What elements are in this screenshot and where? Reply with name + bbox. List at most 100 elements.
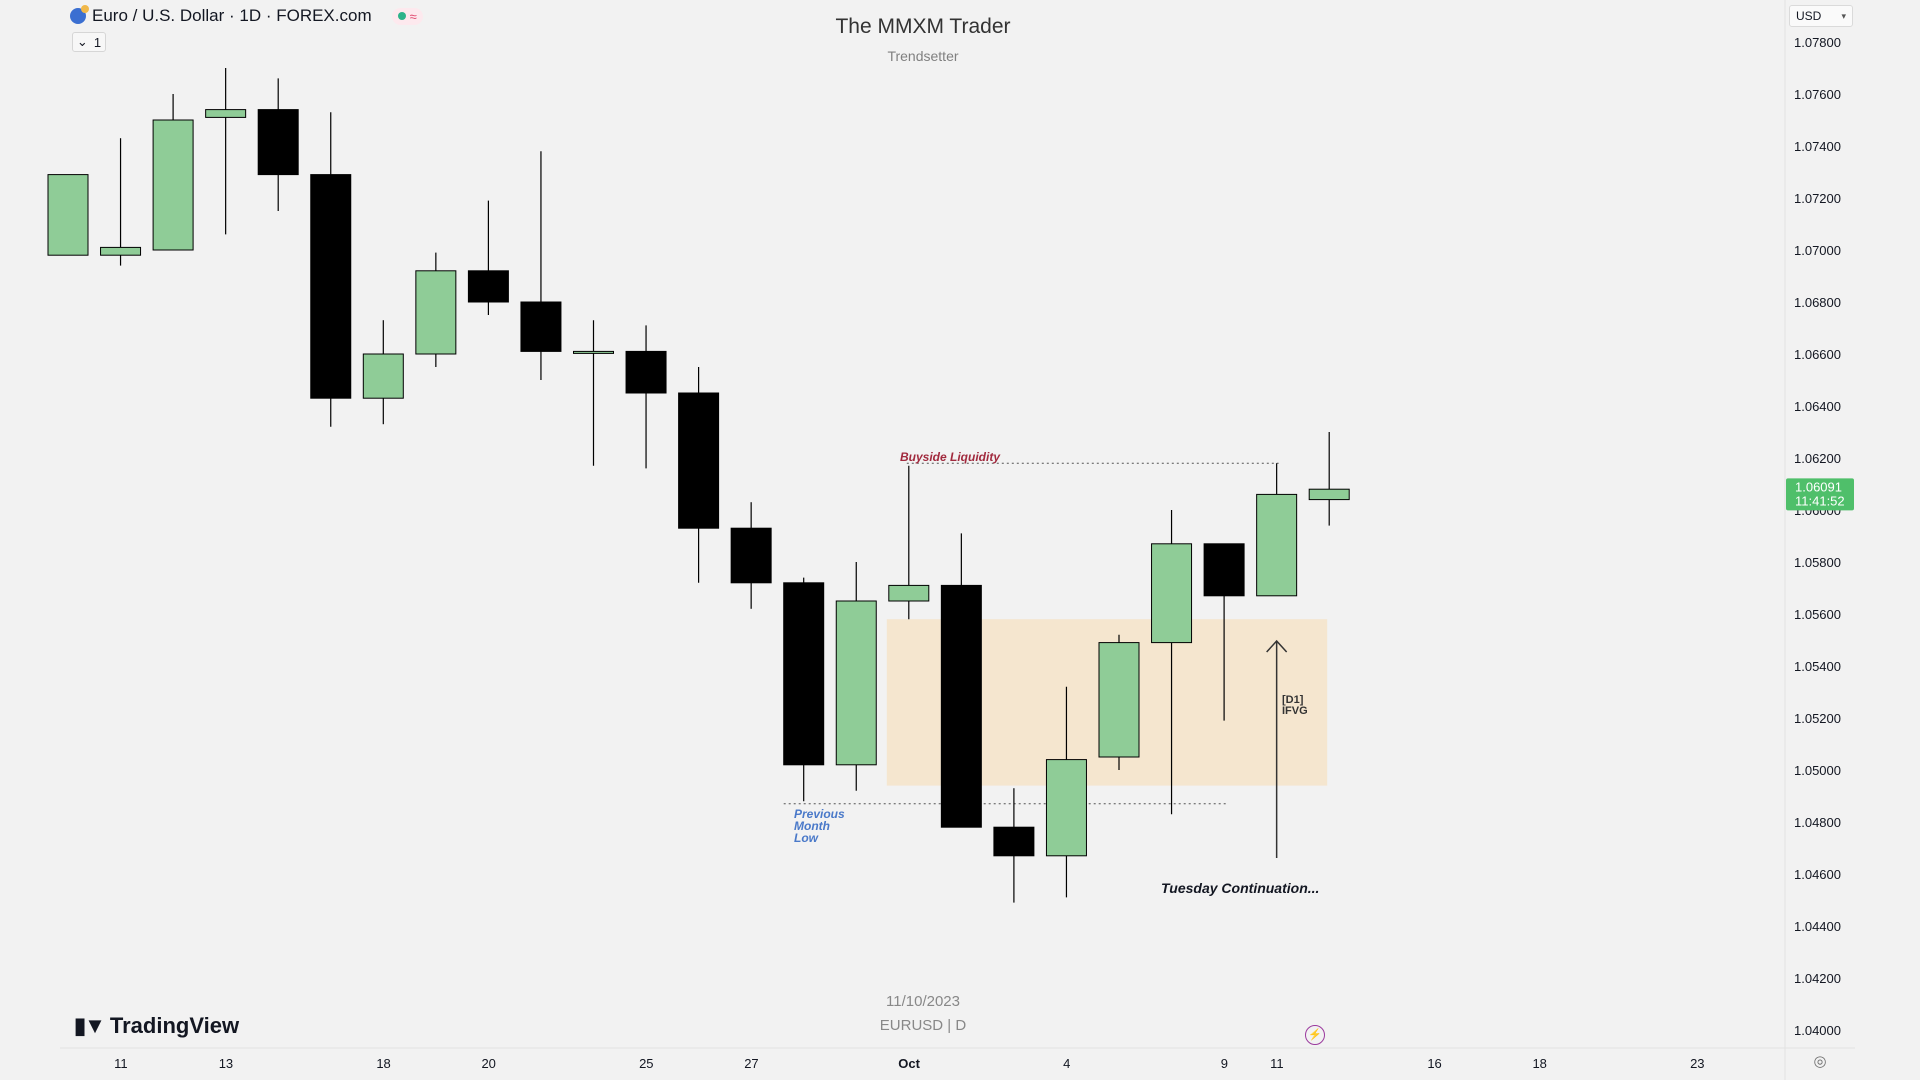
snapshot-date: 11/10/2023	[886, 993, 960, 1010]
candle-body-bull	[573, 350, 614, 354]
price-tick-label: 1.07800	[1794, 35, 1841, 50]
candle-body-bear	[257, 109, 299, 176]
symbol-header[interactable]: Euro / U.S. Dollar · 1D · FOREX.com ≈	[70, 5, 423, 26]
time-tick-label: 27	[744, 1056, 758, 1071]
candle	[415, 252, 457, 367]
candle	[257, 78, 299, 211]
time-tick-label: 9	[1221, 1056, 1228, 1071]
candle	[205, 68, 247, 235]
currency-value: USD	[1796, 9, 1822, 23]
time-tick-label: 20	[481, 1056, 495, 1071]
candle-body-bear	[625, 350, 667, 394]
candle-body-bear	[520, 301, 562, 352]
last-price-label: 1.06091	[1795, 479, 1842, 494]
price-tick-label: 1.06200	[1794, 451, 1841, 466]
price-tick-label: 1.05200	[1794, 711, 1841, 726]
candle	[520, 151, 562, 380]
time-tick-label: 11	[114, 1056, 128, 1071]
price-tick-label: 1.07000	[1794, 243, 1841, 258]
chevron-down-icon: ▾	[1841, 10, 1846, 21]
candle	[625, 325, 667, 469]
candle	[573, 320, 614, 466]
market-status-badge[interactable]: ≈	[391, 7, 423, 25]
ifvg-label-2: IFVG	[1282, 705, 1308, 717]
candle	[362, 320, 404, 425]
market-open-dot-icon	[397, 12, 406, 20]
countdown-label: 11:41:52	[1795, 493, 1845, 508]
candle-body-bull	[100, 246, 142, 256]
chart-title: The MMXM Trader	[835, 15, 1011, 38]
data-delay-icon: ≈	[409, 8, 417, 24]
indicators-count: 1	[93, 34, 102, 50]
price-tick-label: 1.06600	[1794, 347, 1841, 362]
candle	[47, 174, 89, 256]
candlestick-series	[47, 68, 1350, 903]
candle-body-bull	[835, 600, 877, 766]
annotation-lines	[783, 462, 1288, 858]
candle	[993, 788, 1035, 903]
price-tick-label: 1.05400	[1794, 659, 1841, 674]
candle	[1045, 686, 1087, 898]
candle-body-bull	[1308, 488, 1350, 501]
price-tick-label: 1.07600	[1794, 87, 1841, 102]
time-tick-label: 16	[1427, 1056, 1441, 1071]
chevron-down-icon: ⌄	[76, 34, 88, 49]
time-tick-label: 18	[1532, 1056, 1546, 1071]
price-tick-label: 1.04800	[1794, 815, 1841, 830]
candle	[730, 502, 772, 609]
lightning-icon[interactable]: ⚡	[1305, 1025, 1325, 1045]
previous-month-low-label-1: Previous	[794, 807, 845, 821]
price-tick-label: 1.07400	[1794, 139, 1841, 154]
candle-body-bear	[783, 582, 825, 766]
candle-body-bull	[362, 353, 404, 399]
symbol-title[interactable]: Euro / U.S. Dollar · 1D · FOREX.com	[92, 6, 372, 25]
indicators-collapse-button[interactable]: ⌄ 1	[72, 32, 106, 52]
globe-icon	[70, 5, 89, 24]
price-tick-label: 1.06800	[1794, 295, 1841, 310]
price-tick-label: 1.05800	[1794, 555, 1841, 570]
candle-body-bull	[415, 270, 457, 355]
price-tick-label: 1.04400	[1794, 919, 1841, 934]
price-tick-label: 1.04000	[1794, 1023, 1841, 1038]
candle-body-bull	[1045, 759, 1087, 857]
candle-body-bear	[993, 826, 1035, 857]
candle-body-bull	[152, 119, 194, 251]
candle-body-bear	[310, 174, 352, 399]
time-tick-label: 23	[1690, 1056, 1704, 1071]
candle	[783, 577, 825, 802]
price-tick-label: 1.06400	[1794, 399, 1841, 414]
brand-name: TradingView	[109, 1013, 240, 1038]
currency-select[interactable]: USD ▾	[1789, 5, 1853, 27]
ifvg-label-1: [D1]	[1282, 694, 1304, 706]
candle-body-bear	[730, 527, 772, 584]
candle	[940, 533, 982, 828]
time-tick-label: 4	[1063, 1056, 1070, 1071]
tradingview-logo-icon: ▮▼	[74, 1013, 106, 1038]
previous-month-low-label-3: Low	[794, 831, 819, 845]
last-price-tag	[1786, 478, 1854, 511]
price-tick-label: 1.05000	[1794, 763, 1841, 778]
settings-icon[interactable]: ◎	[1813, 1053, 1827, 1070]
candle	[1256, 463, 1298, 597]
price-tick-label: 1.05600	[1794, 607, 1841, 622]
previous-month-low-label-2: Month	[794, 819, 830, 833]
time-tick-label: 11	[1270, 1056, 1284, 1071]
buyside-liquidity-label: Buyside Liquidity	[900, 450, 1001, 464]
price-tick-label: 1.04600	[1794, 867, 1841, 882]
tuesday-continuation-label: Tuesday Continuation...	[1161, 880, 1319, 896]
tradingview-logo[interactable]: ▮▼ TradingView	[74, 1013, 239, 1039]
candle-body-bull	[47, 174, 89, 256]
candle	[1203, 543, 1245, 721]
time-tick-label: 25	[639, 1056, 653, 1071]
candle	[152, 94, 194, 251]
time-tick-label: 13	[219, 1056, 233, 1071]
axes: 1.07800 1.07600 1.07400 1.07200 1.07000 1.068…	[60, 0, 1855, 1080]
candle	[678, 367, 720, 583]
candle-body-bull	[1256, 493, 1298, 597]
candle	[888, 465, 930, 620]
chart-subtitle: Trendsetter	[887, 48, 959, 64]
candle	[310, 112, 352, 427]
candle-body-bear	[467, 270, 509, 303]
annotation-labels: Buyside Liquidity Previous Month Low [D1…	[794, 450, 1319, 896]
